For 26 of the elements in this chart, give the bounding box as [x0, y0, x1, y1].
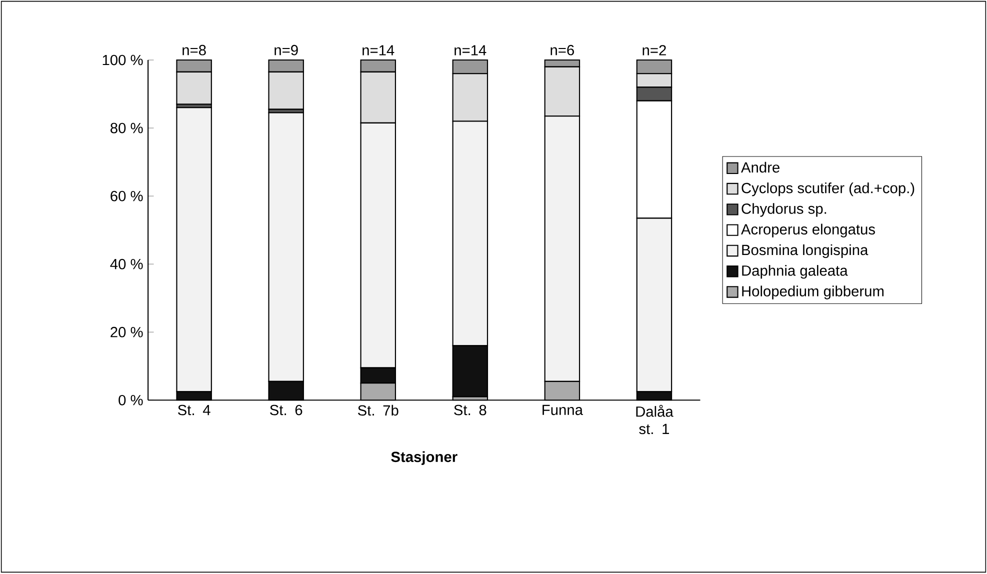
- x-tick-label: Dalåa st. 1: [636, 405, 674, 434]
- x-tick-label: St. 7b: [358, 405, 398, 416]
- text: n=6: [550, 45, 574, 56]
- x-tick-label: St. 4: [178, 405, 210, 416]
- legend-label: Daphnia galeata: [742, 265, 848, 279]
- x-tick-label: St. 8: [454, 405, 486, 416]
- x-tick-label: St. 6: [270, 405, 302, 416]
- y-tick-label: 40 %: [110, 259, 143, 270]
- legend-label: Holopedium gibberum: [742, 286, 884, 300]
- legend-label: Bosmina longispina: [742, 244, 868, 258]
- y-tick-label: 0 %: [118, 395, 143, 406]
- text: n=8: [182, 45, 206, 56]
- text: n=14: [454, 45, 486, 56]
- y-tick-label: 20 %: [110, 327, 143, 338]
- legend-label: Acroperus elongatus: [741, 224, 875, 238]
- text: n=2: [642, 45, 666, 56]
- legend-label: Andre: [741, 162, 780, 173]
- legend-label: Chydorus sp.: [742, 203, 826, 218]
- legend-label: Cyclops scutifer (ad.+cop.): [742, 182, 914, 196]
- y-tick-label: 60 %: [110, 191, 143, 202]
- text: n=9: [274, 45, 298, 56]
- y-tick-label: 80 %: [110, 123, 143, 134]
- x-tick-label: Funna: [542, 405, 583, 416]
- text: n=14: [362, 45, 394, 56]
- x-axis-title: Stasjoner: [391, 452, 458, 466]
- y-tick-label: 100 %: [102, 55, 143, 66]
